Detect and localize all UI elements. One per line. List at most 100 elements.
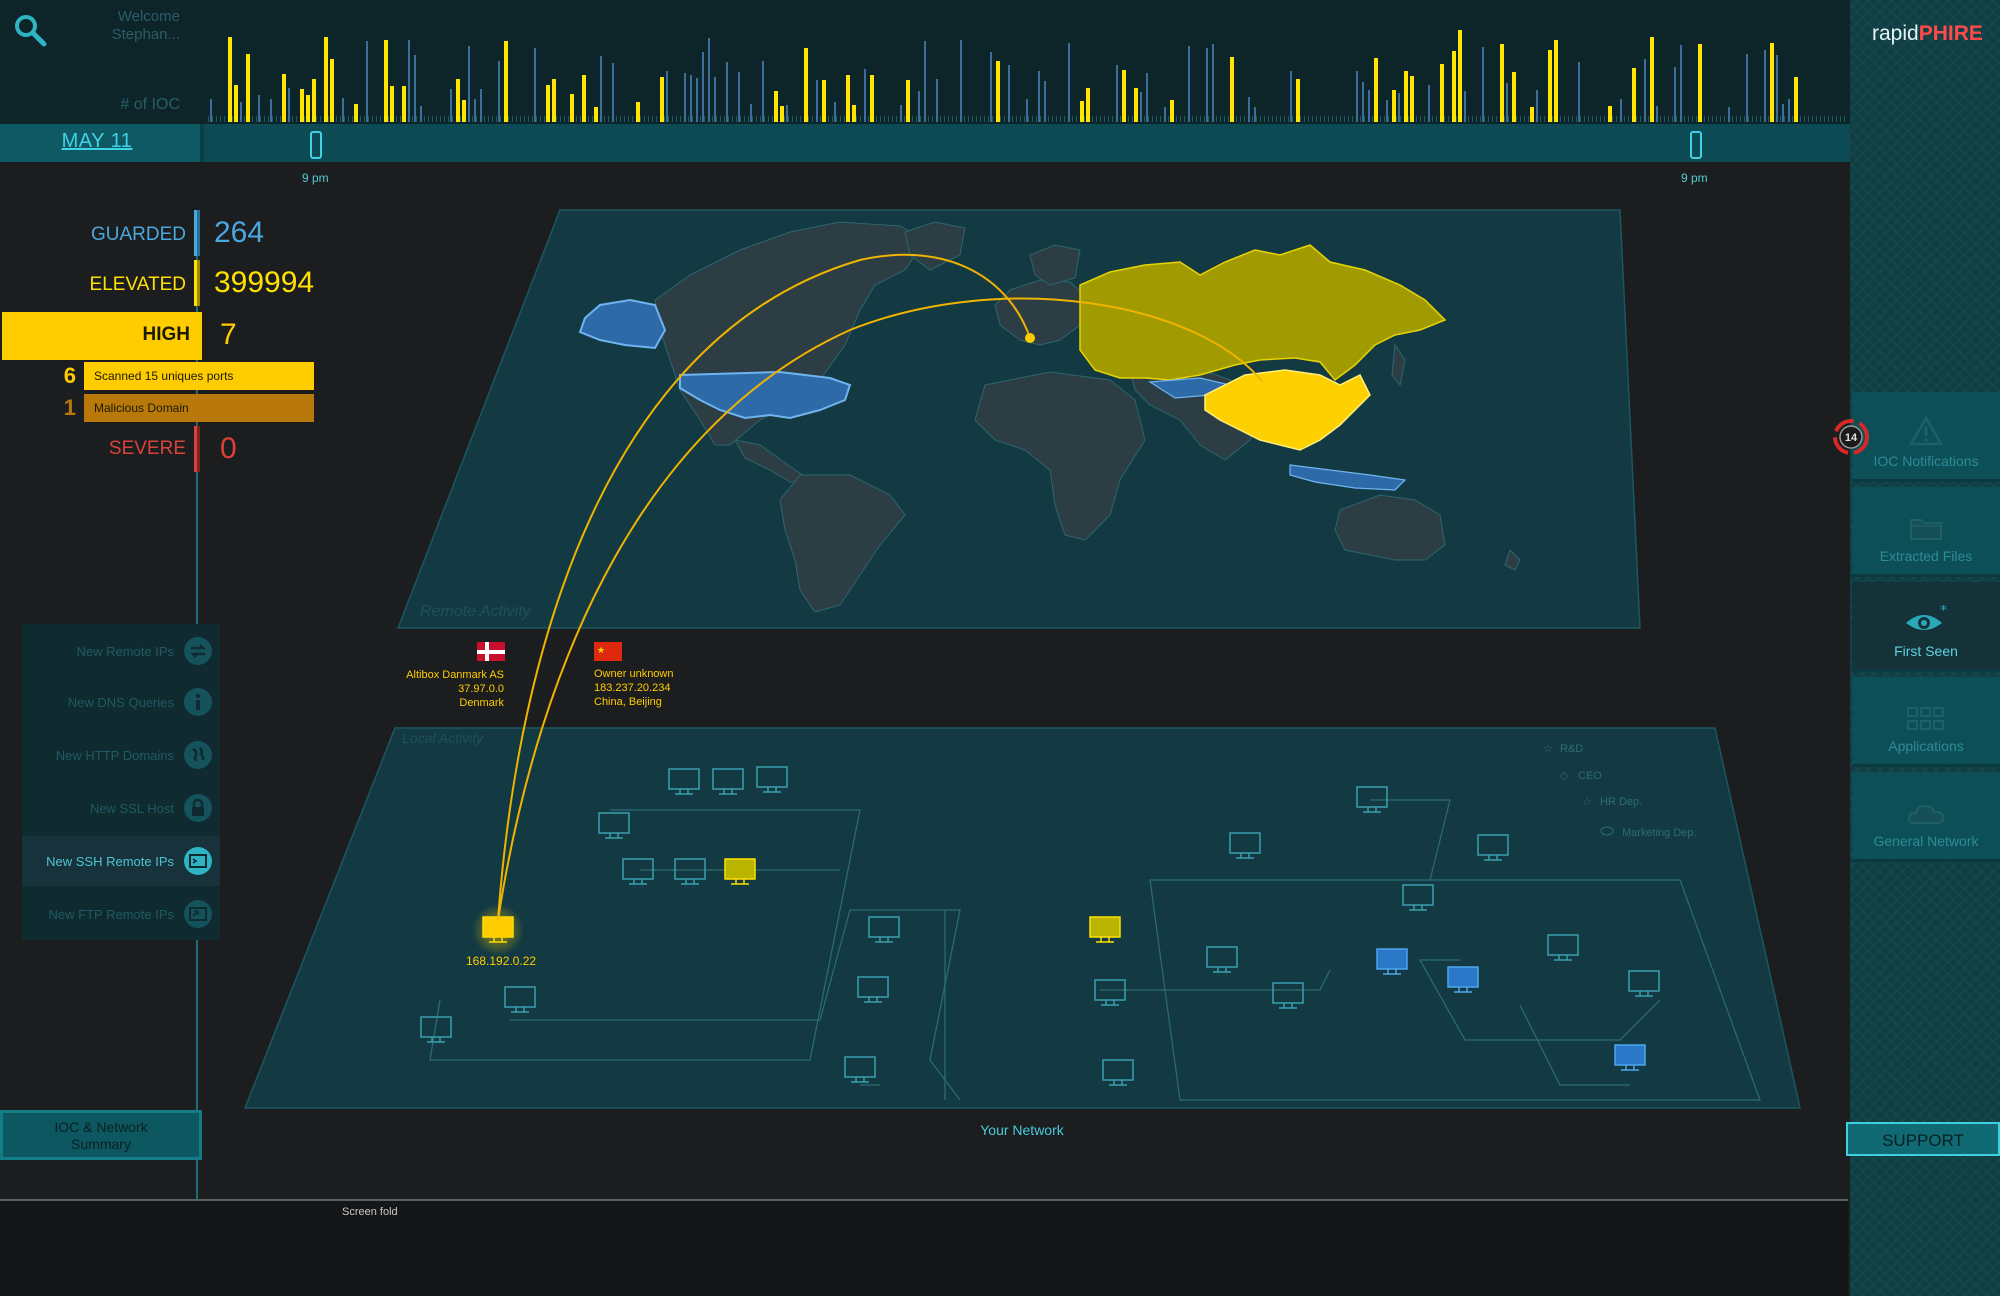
timeline-bar[interactable] (1080, 101, 1084, 122)
computer-icon[interactable] (504, 986, 536, 1013)
timeline-bar[interactable] (1674, 67, 1676, 122)
timeline-bar[interactable] (1392, 90, 1396, 122)
timeline-bar[interactable] (726, 62, 728, 122)
timeline-bar[interactable] (1362, 82, 1364, 122)
country-usa[interactable] (679, 370, 852, 420)
timeline-bar[interactable] (300, 89, 304, 122)
timeline-bar[interactable] (1788, 99, 1790, 122)
timeline-bar[interactable] (1188, 46, 1190, 122)
timeline-bar[interactable] (312, 79, 316, 122)
timeline-bar[interactable] (1530, 107, 1534, 122)
timeline-bar[interactable] (852, 105, 856, 122)
timeline-bar[interactable] (1356, 71, 1358, 122)
computer-icon[interactable] (1089, 916, 1121, 943)
timeline-bar[interactable] (774, 91, 778, 122)
computer-icon[interactable] (712, 768, 744, 795)
high-count[interactable]: 7 (220, 318, 237, 351)
timeline-bar[interactable] (1254, 107, 1256, 122)
timeline-bar[interactable] (1746, 54, 1748, 122)
timeline-bar[interactable] (1428, 85, 1430, 122)
timeline-bar[interactable] (570, 94, 574, 122)
ioc-bars[interactable] (208, 6, 1848, 124)
timeline-bar[interactable] (696, 78, 698, 122)
timeline-bar[interactable] (534, 48, 536, 122)
timeline-bar[interactable] (834, 102, 836, 122)
timeline-bar[interactable] (246, 54, 250, 122)
timeline-bar[interactable] (1554, 40, 1558, 122)
timeline-bar[interactable] (1212, 44, 1214, 122)
timeline-bar[interactable] (1656, 106, 1658, 122)
timeline-bar[interactable] (1170, 100, 1174, 122)
timeline-bar[interactable] (546, 85, 550, 122)
timeline-bar[interactable] (270, 99, 272, 122)
timeline-bar[interactable] (1680, 45, 1682, 122)
timeline-bar[interactable] (612, 63, 614, 122)
timeline-bar[interactable] (804, 48, 808, 122)
timeline-bar[interactable] (306, 95, 310, 122)
timeline-bar[interactable] (1008, 65, 1010, 122)
date-box[interactable] (0, 124, 204, 162)
timeline-bar[interactable] (456, 79, 460, 122)
range-handle-end[interactable] (1690, 131, 1702, 159)
timeline-bar[interactable] (1386, 100, 1388, 122)
timeline-bar[interactable] (924, 41, 926, 122)
timeline-bar[interactable] (1644, 59, 1646, 122)
timeline-bar[interactable] (342, 98, 344, 122)
timeline-bar[interactable] (1146, 73, 1148, 122)
country-alaska[interactable] (578, 298, 667, 350)
computer-icon[interactable] (1376, 948, 1408, 975)
timeline-bar[interactable] (234, 85, 238, 122)
timeline-bar[interactable] (1770, 43, 1774, 122)
timeline-bar[interactable] (480, 89, 482, 122)
computer-icon[interactable] (1547, 934, 1579, 961)
timeline-bar[interactable] (702, 52, 704, 122)
timeline-bar[interactable] (384, 40, 388, 122)
severe-count[interactable]: 0 (220, 432, 237, 465)
timeline-bar[interactable] (462, 100, 466, 122)
timeline-bar[interactable] (762, 61, 764, 122)
timeline-bar[interactable] (288, 88, 290, 122)
timeline-bar[interactable] (1140, 92, 1142, 122)
nav-general-network[interactable]: General Network (1852, 772, 2000, 862)
timeline-bar[interactable] (1116, 65, 1118, 122)
timeline-bar[interactable] (282, 74, 286, 122)
timeline-bar[interactable] (408, 40, 410, 122)
timeline-bar[interactable] (1650, 37, 1654, 122)
timeline-bar[interactable] (750, 104, 752, 122)
filter-new-ssl-host[interactable]: New SSL Host (22, 783, 220, 833)
timeline-bar[interactable] (1206, 48, 1208, 122)
timeline-bar[interactable] (1548, 50, 1552, 122)
support-button[interactable]: SUPPORT (1846, 1122, 2000, 1156)
timeline-bar[interactable] (1398, 93, 1400, 122)
timeline-bar[interactable] (1776, 55, 1778, 122)
nav-extracted-files[interactable]: Extracted Files (1852, 487, 2000, 577)
timeline-bar[interactable] (1482, 47, 1484, 122)
timeline-bar[interactable] (1464, 91, 1466, 122)
timeline-bar[interactable] (1374, 58, 1378, 122)
computer-icon[interactable] (756, 766, 788, 793)
computer-icon[interactable] (668, 768, 700, 795)
timeline-bar[interactable] (1620, 99, 1622, 122)
timeline-bar[interactable] (636, 102, 640, 122)
timeline-bar[interactable] (1026, 99, 1028, 122)
computer-icon[interactable] (724, 858, 756, 885)
timeline-bar[interactable] (1506, 83, 1508, 122)
timeline-bar[interactable] (1044, 81, 1046, 122)
search-icon[interactable] (12, 12, 48, 48)
timeline-bar[interactable] (1230, 57, 1234, 122)
computer-icon[interactable] (1402, 884, 1434, 911)
computer-icon[interactable] (598, 812, 630, 839)
timeline-bar[interactable] (1794, 77, 1798, 122)
computer-icon[interactable] (1102, 1059, 1134, 1086)
timeline-bar[interactable] (390, 86, 394, 122)
guarded-count[interactable]: 264 (214, 216, 265, 249)
notification-count-badge[interactable]: 14 (1832, 418, 1870, 456)
timeline-bar[interactable] (1404, 71, 1408, 122)
filter-new-dns-queries[interactable]: New DNS Queries (22, 677, 220, 727)
timeline-bar[interactable] (1290, 71, 1292, 122)
timeline-bar[interactable] (330, 59, 334, 122)
nav-ioc-notifications[interactable]: IOC Notifications (1852, 392, 2000, 482)
timeline-bar[interactable] (1458, 30, 1462, 122)
timeline-bar[interactable] (474, 99, 476, 122)
timeline-bar[interactable] (1248, 97, 1250, 122)
